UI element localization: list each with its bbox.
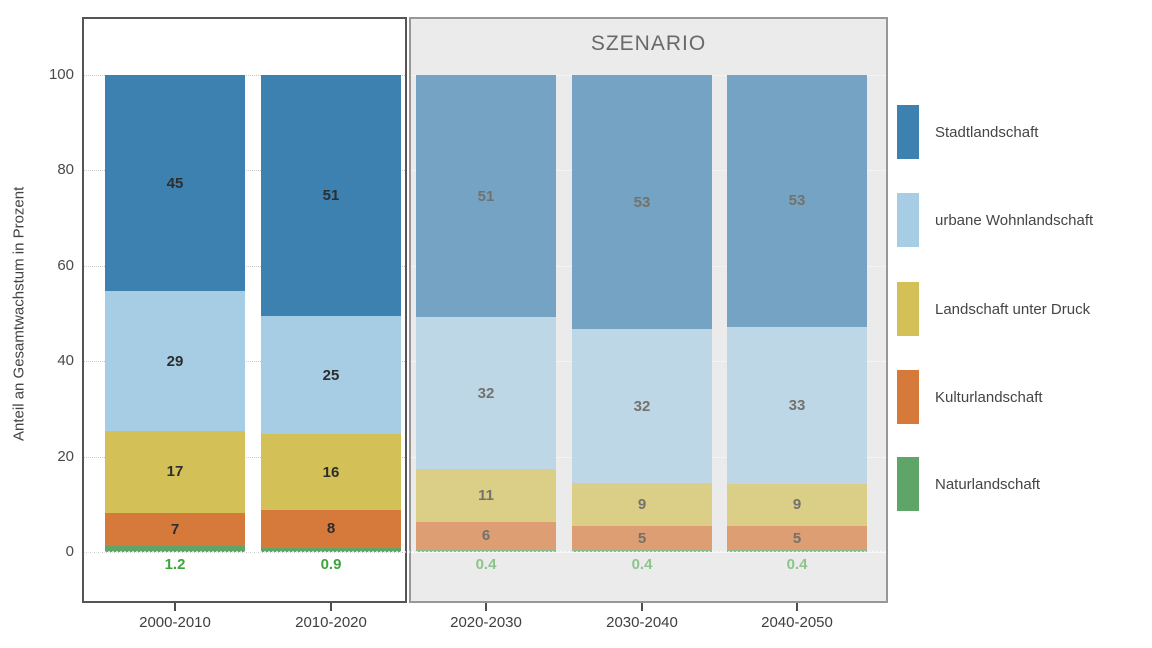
bar-segment: 9 <box>727 483 867 527</box>
bar-segment: 32 <box>572 329 712 483</box>
bar-segment: 16 <box>261 434 401 510</box>
bar-segment: 32 <box>416 317 556 470</box>
bar-segment: 29 <box>105 291 245 431</box>
bar-value-label: 16 <box>322 463 340 481</box>
bar-value-label: 32 <box>477 384 495 402</box>
bar-segment: 51 <box>261 75 401 317</box>
legend-swatch-icon <box>897 282 919 336</box>
bar-segment: 51 <box>416 75 556 318</box>
natur-value-label: 0.4 <box>631 556 653 573</box>
bar-value-label: 45 <box>166 174 184 192</box>
legend-swatch-icon <box>897 193 919 247</box>
bar-value-label: 11 <box>478 486 494 504</box>
zero-gridline-overlay <box>84 551 886 553</box>
bar-value-label: 33 <box>788 396 806 414</box>
bar-segment: 17 <box>105 430 245 513</box>
legend-label: Naturlandschaft <box>935 475 1041 493</box>
bar-value-label: 51 <box>322 187 340 205</box>
bar-segment: 25 <box>261 316 401 435</box>
legend-label: Kulturlandschaft <box>935 388 1043 406</box>
natur-value-label: 1.2 <box>164 556 186 573</box>
bar-segment: 5 <box>572 526 712 551</box>
bar-value-label: 53 <box>788 192 806 210</box>
bar-segment: 9 <box>572 482 712 527</box>
bar-segment: 53 <box>572 75 712 330</box>
legend-label: Landschaft unter Druck <box>935 300 1091 318</box>
scenario-title: SZENARIO <box>590 32 707 55</box>
bar-segment: 53 <box>727 75 867 327</box>
bar-value-label: 5 <box>637 529 647 547</box>
bar-value-label: 9 <box>792 496 802 514</box>
bar-segment: 5 <box>727 526 867 551</box>
x-tick <box>485 603 487 611</box>
bar-segment: 11 <box>416 469 556 522</box>
x-tick <box>796 603 798 611</box>
bar-value-label: 5 <box>792 529 802 547</box>
natur-value-label: 0.9 <box>320 556 342 573</box>
legend-swatch-icon <box>897 370 919 424</box>
legend-swatch-icon <box>897 105 919 159</box>
y-tick-label: 0 <box>65 543 74 560</box>
y-tick-label: 20 <box>57 447 74 465</box>
bar-value-label: 51 <box>477 187 495 205</box>
x-tick-label: 2010-2020 <box>295 614 367 631</box>
bar-segment: 33 <box>727 326 867 484</box>
bar-value-label: 53 <box>633 193 651 211</box>
x-tick <box>174 603 176 611</box>
bar-value-label: 8 <box>326 520 336 538</box>
natur-value-label: 0.4 <box>475 556 497 573</box>
legend-label: urbane Wohnlandschaft <box>935 211 1094 229</box>
x-tick-label: 2030-2040 <box>606 614 678 631</box>
natur-value-label: 0.4 <box>786 556 808 573</box>
y-tick-label: 100 <box>48 66 74 83</box>
x-tick-label: 2000-2010 <box>139 614 211 631</box>
bar-value-label: 7 <box>170 520 180 538</box>
bar-segment: 45 <box>105 75 245 292</box>
x-tick <box>330 603 332 611</box>
legend-swatch-icon <box>897 457 919 511</box>
bar-value-label: 6 <box>481 527 491 545</box>
bar-segment: 8 <box>261 509 401 548</box>
legend: Stadtlandschaft urbane Wohnlandschaft Land… <box>897 0 1147 648</box>
bar-value-label: 25 <box>322 366 340 384</box>
x-tick <box>641 603 643 611</box>
bar-segment <box>261 547 401 552</box>
bar-segment: 7 <box>105 512 245 547</box>
legend-label: Stadtlandschaft <box>935 123 1039 141</box>
y-axis-title: Anteil an Gesamtwachstum in Prozent <box>10 186 28 441</box>
y-tick-label: 80 <box>57 161 74 179</box>
bar-value-label: 17 <box>166 463 184 481</box>
x-tick-label: 2040-2050 <box>761 614 833 631</box>
bar-value-label: 29 <box>166 352 184 370</box>
y-tick-label: 40 <box>57 352 74 370</box>
bar-value-label: 9 <box>637 495 647 513</box>
bar-value-label: 32 <box>633 397 651 415</box>
x-tick-label: 2020-2030 <box>450 614 522 631</box>
bar-segment: 6 <box>416 521 556 551</box>
y-tick-label: 60 <box>57 256 74 274</box>
bar-segment <box>105 546 245 552</box>
